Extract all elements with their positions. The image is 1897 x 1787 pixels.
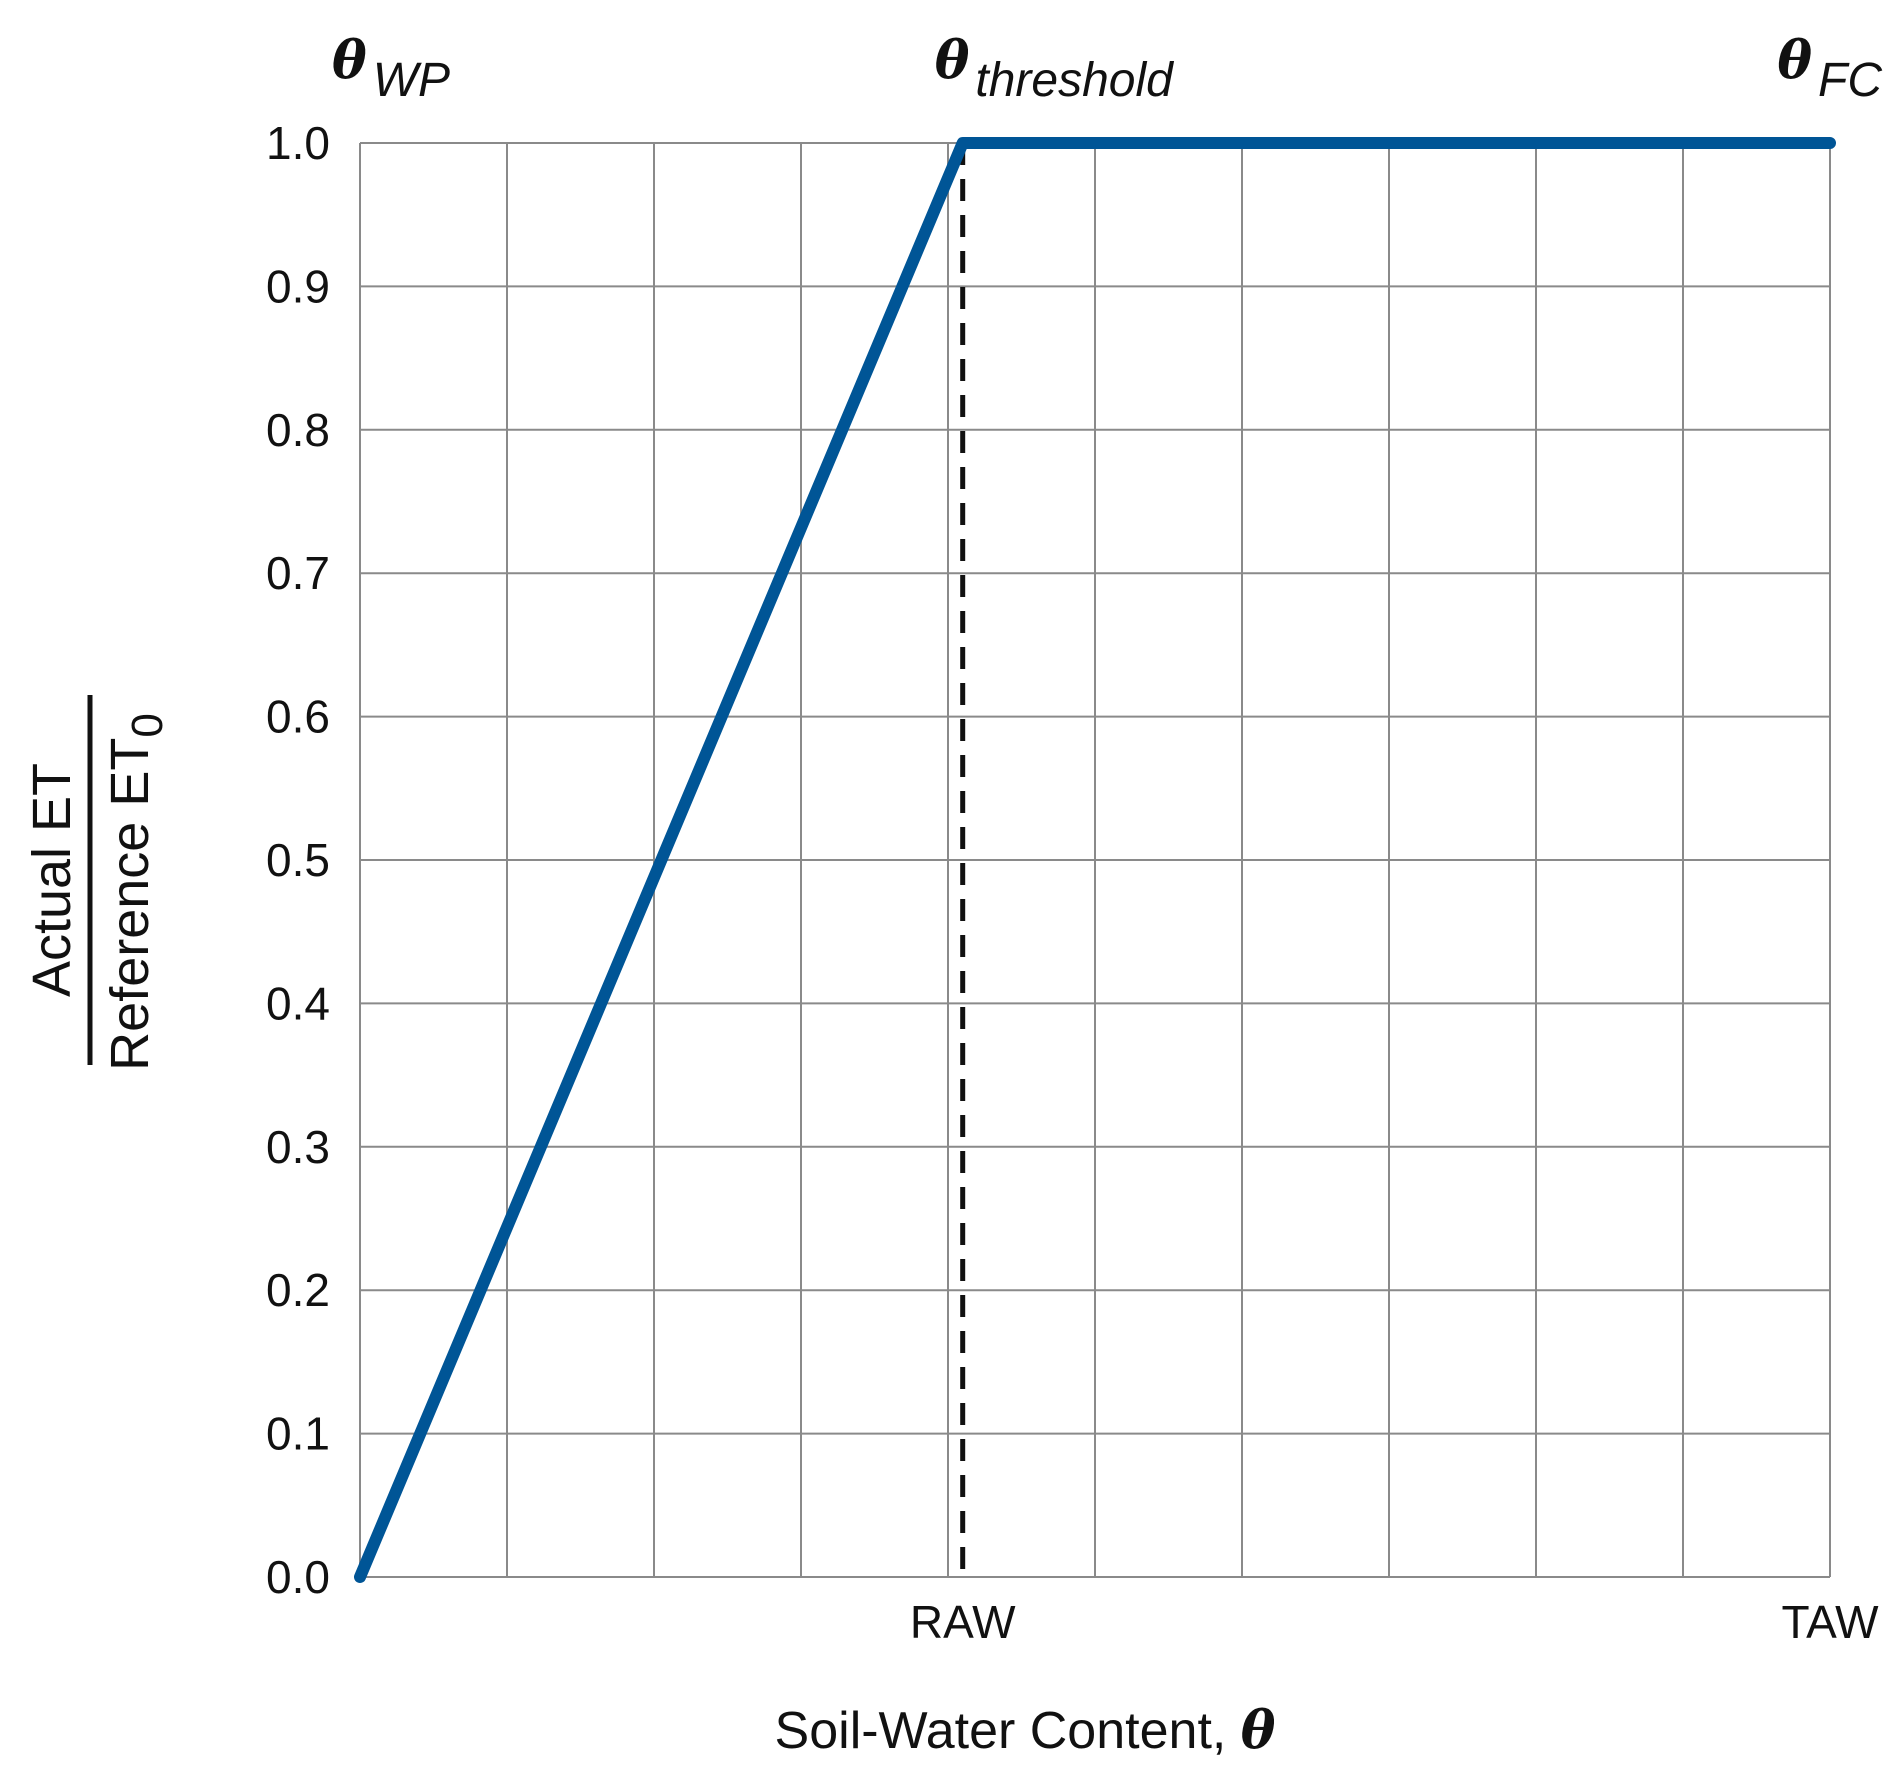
y-tick-labels: 0.0 0.1 0.2 0.3 0.4 0.5 0.6 0.7 0.8 0.9 1.0	[266, 117, 330, 1603]
y-tick-label: 0.5	[266, 834, 330, 886]
y-axis-label-numerator: Actual ET	[22, 763, 82, 997]
top-theta-label: θ WP	[332, 30, 450, 107]
y-tick-label: 0.9	[266, 260, 330, 312]
top-theta-label: θ FC	[1777, 30, 1882, 107]
x-tick-labels: RAW TAW	[910, 1596, 1879, 1648]
y-tick-label: 1.0	[266, 117, 330, 169]
x-tick-label: TAW	[1781, 1596, 1879, 1648]
chart-grid	[359, 142, 1831, 1578]
y-axis-label-denominator: Reference ET0	[100, 713, 172, 1071]
x-axis-label-theta: θ	[1241, 1700, 1276, 1761]
top-theta-labels: θ WP θ threshold θ FC	[332, 30, 1882, 107]
y-tick-label: 0.1	[266, 1408, 330, 1460]
top-theta-label: θ threshold	[935, 30, 1174, 107]
y-axis-label: Actual ET Reference ET0	[22, 695, 172, 1071]
x-tick-label: RAW	[910, 1596, 1016, 1648]
series-group	[354, 137, 1836, 1583]
y-tick-label: 0.7	[266, 547, 330, 599]
y-tick-label: 0.3	[266, 1121, 330, 1173]
series-line	[354, 137, 1836, 1583]
x-axis-label: Soil-Water Content, θ	[775, 1700, 1276, 1761]
y-tick-label: 0.8	[266, 404, 330, 456]
y-tick-label: 0.6	[266, 691, 330, 743]
y-tick-label: 0.4	[266, 977, 330, 1029]
y-tick-label: 0.2	[266, 1264, 330, 1316]
y-tick-label: 0.0	[266, 1551, 330, 1603]
